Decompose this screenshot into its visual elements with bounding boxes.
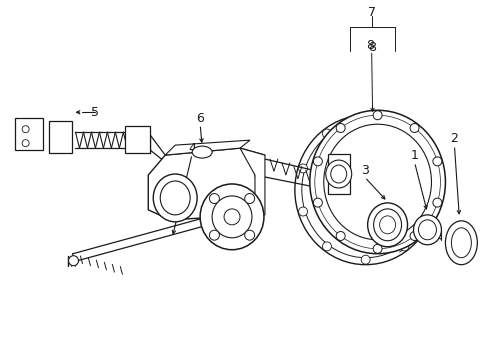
Circle shape xyxy=(298,164,307,173)
Ellipse shape xyxy=(323,124,430,240)
Circle shape xyxy=(432,157,441,166)
Circle shape xyxy=(209,230,219,240)
Circle shape xyxy=(432,198,441,207)
Circle shape xyxy=(322,242,331,251)
Ellipse shape xyxy=(309,110,445,254)
Ellipse shape xyxy=(373,209,401,241)
Circle shape xyxy=(313,198,322,207)
Polygon shape xyxy=(240,148,264,220)
Ellipse shape xyxy=(212,196,251,238)
Circle shape xyxy=(423,207,432,216)
Circle shape xyxy=(399,129,408,138)
Ellipse shape xyxy=(160,181,190,215)
Ellipse shape xyxy=(192,146,212,158)
Circle shape xyxy=(22,126,29,133)
Polygon shape xyxy=(165,140,249,155)
Circle shape xyxy=(336,123,345,132)
Circle shape xyxy=(372,111,381,120)
Ellipse shape xyxy=(301,122,428,258)
Circle shape xyxy=(423,164,432,173)
Ellipse shape xyxy=(68,256,78,266)
Text: 8: 8 xyxy=(367,41,375,54)
Ellipse shape xyxy=(418,220,436,240)
Circle shape xyxy=(244,230,254,240)
Circle shape xyxy=(409,123,418,132)
Ellipse shape xyxy=(294,115,436,265)
Ellipse shape xyxy=(330,165,346,183)
Ellipse shape xyxy=(379,216,395,234)
Text: 3: 3 xyxy=(360,163,368,176)
Text: 4: 4 xyxy=(188,141,196,155)
Ellipse shape xyxy=(325,160,351,188)
Ellipse shape xyxy=(367,203,407,247)
Circle shape xyxy=(361,255,369,264)
Text: 2: 2 xyxy=(449,132,457,145)
Circle shape xyxy=(322,129,331,138)
Circle shape xyxy=(22,140,29,147)
Polygon shape xyxy=(19,122,39,146)
Circle shape xyxy=(372,244,381,253)
Circle shape xyxy=(224,209,240,225)
Circle shape xyxy=(209,194,219,203)
Text: 7: 7 xyxy=(367,6,375,19)
Ellipse shape xyxy=(450,228,470,258)
Text: 1: 1 xyxy=(410,149,418,162)
Ellipse shape xyxy=(445,221,476,265)
Ellipse shape xyxy=(413,215,441,245)
Circle shape xyxy=(399,242,408,251)
Polygon shape xyxy=(125,126,150,153)
Text: 8: 8 xyxy=(365,39,373,52)
Polygon shape xyxy=(15,118,42,150)
Circle shape xyxy=(244,194,254,203)
Circle shape xyxy=(336,231,345,240)
Polygon shape xyxy=(48,121,72,153)
Circle shape xyxy=(409,231,418,240)
Circle shape xyxy=(298,207,307,216)
Ellipse shape xyxy=(153,174,197,222)
Polygon shape xyxy=(148,148,264,220)
Text: 6: 6 xyxy=(196,112,203,125)
Circle shape xyxy=(313,157,322,166)
Text: 5: 5 xyxy=(91,106,99,119)
Circle shape xyxy=(361,116,369,125)
Polygon shape xyxy=(327,154,349,194)
Ellipse shape xyxy=(200,184,264,250)
